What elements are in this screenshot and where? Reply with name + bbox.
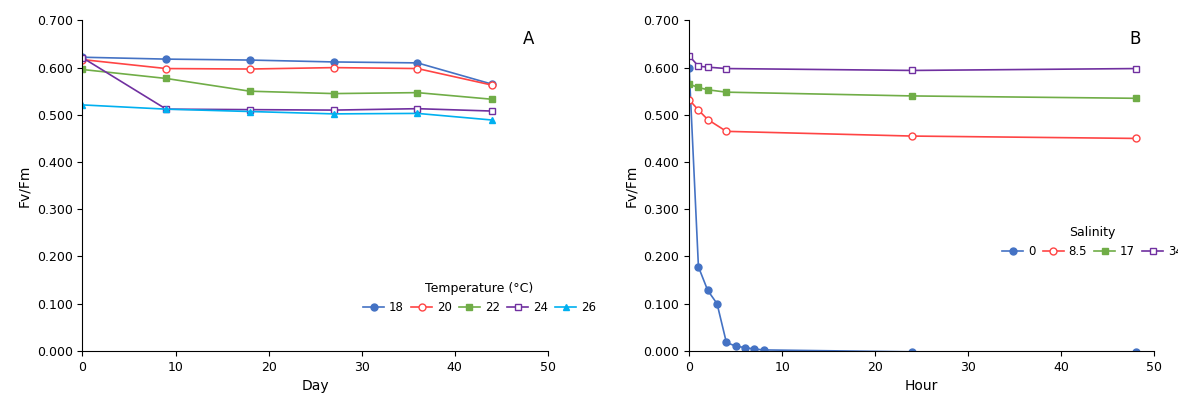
Legend: 18, 20, 22, 24, 26: 18, 20, 22, 24, 26 [358,277,601,319]
Y-axis label: Fv/Fm: Fv/Fm [18,164,31,207]
Legend: 0, 8.5, 17, 34: 0, 8.5, 17, 34 [998,221,1178,262]
Text: B: B [1129,30,1140,48]
Text: A: A [522,30,534,48]
Y-axis label: Fv/Fm: Fv/Fm [624,164,637,207]
X-axis label: Day: Day [302,379,329,393]
X-axis label: Hour: Hour [905,379,939,393]
